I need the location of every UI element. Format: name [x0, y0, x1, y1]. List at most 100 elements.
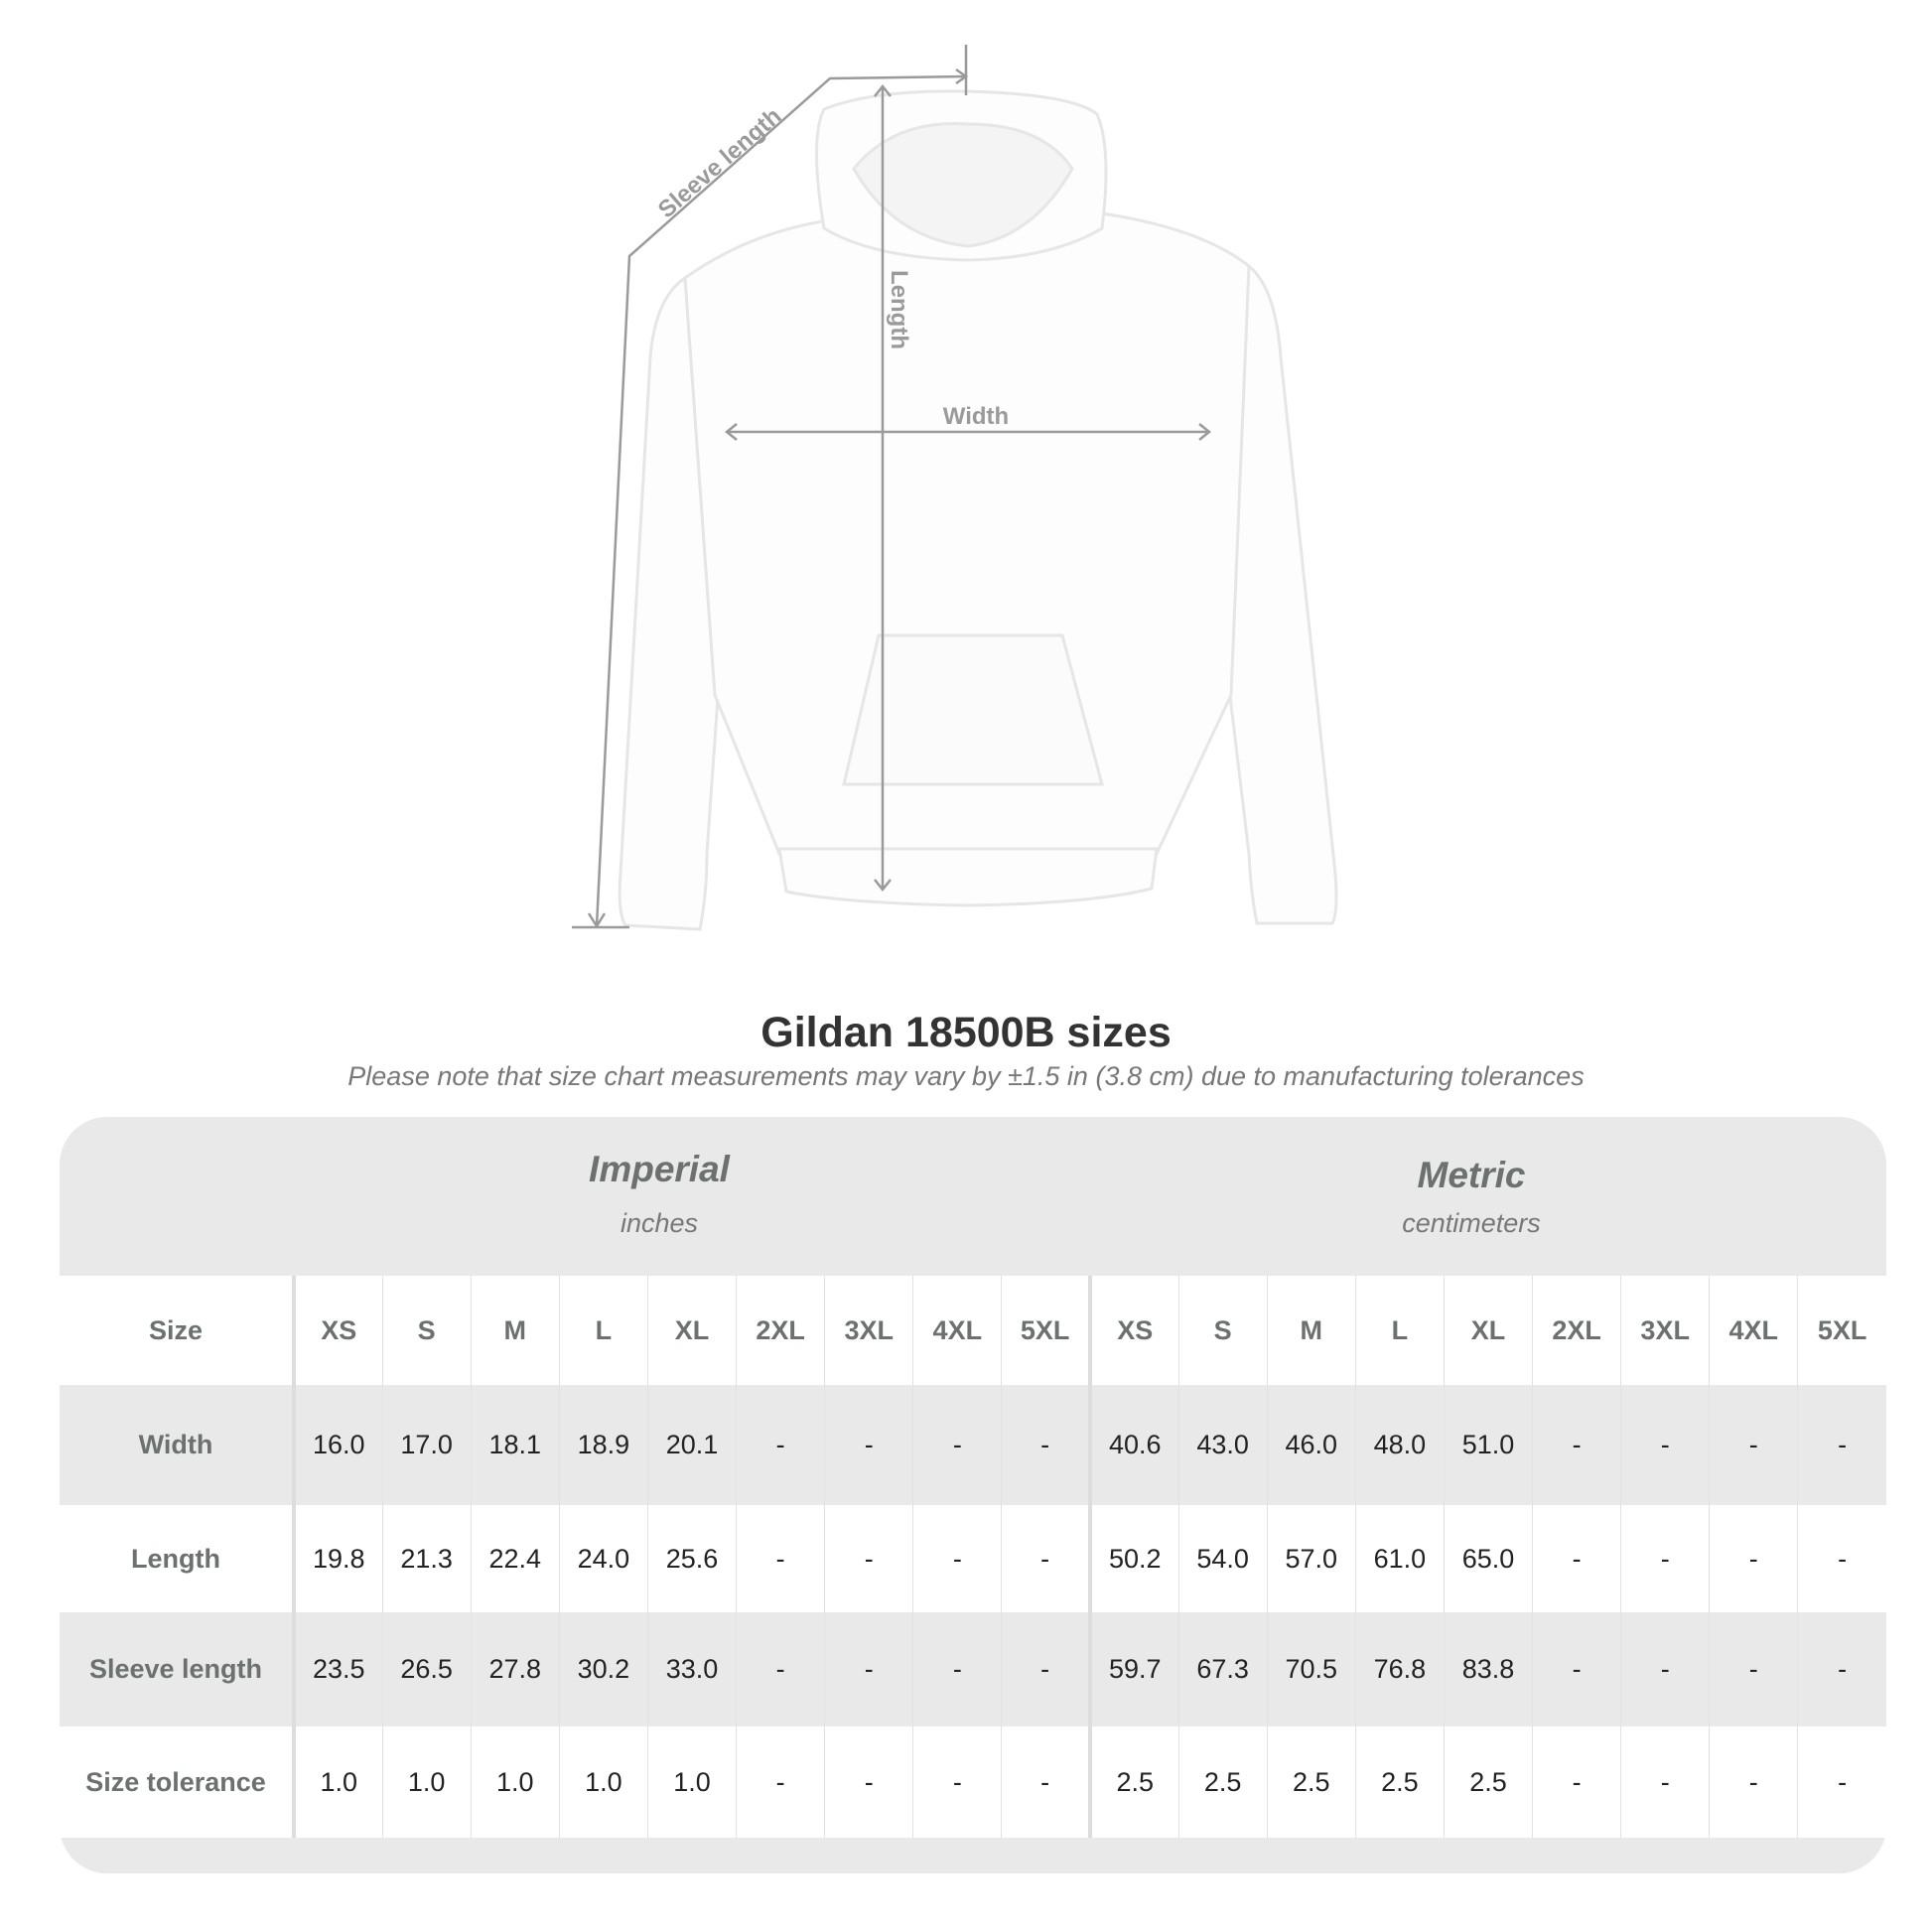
imperial-value: - — [736, 1726, 825, 1838]
metric-value: - — [1620, 1726, 1710, 1838]
size-header: 2XL — [1532, 1276, 1621, 1385]
metric-value: 2.5 — [1443, 1726, 1533, 1838]
imperial-value: 18.1 — [470, 1385, 560, 1505]
row-label: Size tolerance — [60, 1726, 296, 1838]
metric-value: - — [1709, 1505, 1798, 1612]
metric-value: - — [1797, 1612, 1886, 1726]
metric-value: - — [1709, 1612, 1798, 1726]
imperial-value: - — [1001, 1505, 1090, 1612]
table-row: Size tolerance 1.0 1.0 1.0 1.0 1.0- - - -2.5 2.5 2… — [60, 1726, 1886, 1838]
size-table: Size XS S M L XL 2XL 3XL 4XL 5XL XS S M L XL 2XL 3XL 4XL 5… — [60, 1276, 1886, 1838]
metric-unit: centimeters — [1402, 1208, 1541, 1238]
metric-title: Metric — [1417, 1155, 1526, 1195]
imperial-value: 24.0 — [558, 1505, 648, 1612]
metric-value: 2.5 — [1087, 1726, 1179, 1838]
size-header: 5XL — [1797, 1276, 1886, 1385]
imperial-value: - — [824, 1385, 913, 1505]
imperial-value: 30.2 — [558, 1612, 648, 1726]
size-header: L — [1354, 1276, 1445, 1385]
metric-value: - — [1620, 1385, 1710, 1505]
metric-value: 57.0 — [1266, 1505, 1356, 1612]
imperial-value: 17.0 — [381, 1385, 472, 1505]
imperial-value: 16.0 — [293, 1385, 383, 1505]
metric-value: 61.0 — [1354, 1505, 1445, 1612]
chart-title: Gildan 18500B sizes — [760, 1009, 1172, 1056]
hoodie-measurement-diagram: Sleeve length Length Width — [572, 45, 1338, 931]
imperial-value: 19.8 — [293, 1505, 383, 1612]
metric-value: - — [1532, 1505, 1621, 1612]
size-header: 5XL — [1001, 1276, 1090, 1385]
imperial-value: - — [824, 1612, 913, 1726]
measurement-lines — [572, 45, 1212, 929]
imperial-value: 1.0 — [293, 1726, 383, 1838]
size-table-card: Imperial inches Metric centimeters Size X… — [60, 1117, 1886, 1873]
metric-header: Metric centimeters — [1173, 1155, 1769, 1239]
metric-value: 46.0 — [1266, 1385, 1356, 1505]
metric-value: - — [1797, 1726, 1886, 1838]
size-header: XS — [1087, 1276, 1179, 1385]
size-header: 4XL — [912, 1276, 1002, 1385]
imperial-value: - — [736, 1612, 825, 1726]
imperial-value: - — [824, 1505, 913, 1612]
sleeve-length-line — [595, 74, 967, 927]
metric-value: - — [1532, 1726, 1621, 1838]
row-label: Size — [60, 1276, 296, 1385]
size-header: XS — [293, 1276, 383, 1385]
metric-value: 50.2 — [1087, 1505, 1179, 1612]
metric-value: 2.5 — [1266, 1726, 1356, 1838]
metric-value: 40.6 — [1087, 1385, 1179, 1505]
imperial-value: 1.0 — [470, 1726, 560, 1838]
metric-value: 51.0 — [1443, 1385, 1533, 1505]
imperial-value: 22.4 — [470, 1505, 560, 1612]
imperial-value: - — [912, 1612, 1002, 1726]
imperial-value: 18.9 — [558, 1385, 648, 1505]
table-row: Sleeve length 23.5 26.5 27.8 30.2 33.0- - - -59.… — [60, 1612, 1886, 1726]
body — [683, 211, 1251, 856]
size-header: 4XL — [1709, 1276, 1798, 1385]
metric-value: - — [1532, 1612, 1621, 1726]
metric-value: 2.5 — [1177, 1726, 1268, 1838]
size-header: 3XL — [824, 1276, 913, 1385]
imperial-value: - — [1001, 1726, 1090, 1838]
imperial-value: - — [736, 1385, 825, 1505]
metric-value: 67.3 — [1177, 1612, 1268, 1726]
hood-opening — [852, 122, 1074, 248]
row-label: Width — [60, 1385, 296, 1505]
length-label: Length — [886, 270, 912, 349]
hoodie-illustration — [618, 89, 1338, 931]
imperial-header: Imperial inches — [361, 1149, 957, 1239]
metric-value: 59.7 — [1087, 1612, 1179, 1726]
imperial-value: - — [1001, 1612, 1090, 1726]
metric-value: 54.0 — [1177, 1505, 1268, 1612]
metric-value: 65.0 — [1443, 1505, 1533, 1612]
imperial-value: 33.0 — [646, 1612, 737, 1726]
tolerance-note: Please note that size chart measurements… — [347, 1061, 1585, 1091]
metric-value: - — [1620, 1505, 1710, 1612]
size-header-row: Size XS S M L XL 2XL 3XL 4XL 5XL XS S M L XL 2XL 3XL 4XL 5… — [60, 1276, 1886, 1385]
row-label: Length — [60, 1505, 296, 1612]
size-header: S — [1177, 1276, 1268, 1385]
size-header: XL — [1443, 1276, 1533, 1385]
size-header: XL — [646, 1276, 737, 1385]
imperial-title: Imperial — [589, 1149, 730, 1189]
waistband — [777, 847, 1159, 907]
metric-value: - — [1709, 1726, 1798, 1838]
imperial-value: 25.6 — [646, 1505, 737, 1612]
imperial-value: 20.1 — [646, 1385, 737, 1505]
width-label: Width — [943, 403, 1009, 430]
size-header: S — [381, 1276, 472, 1385]
metric-value: - — [1620, 1612, 1710, 1726]
imperial-value: - — [824, 1726, 913, 1838]
metric-value: 48.0 — [1354, 1385, 1445, 1505]
size-header: 2XL — [736, 1276, 825, 1385]
metric-value: 83.8 — [1443, 1612, 1533, 1726]
table-row: Width 16.0 17.0 18.1 18.9 20.1- - - -40.6 43.0 46.… — [60, 1385, 1886, 1505]
table-row: Length 19.8 21.3 22.4 24.0 25.6- - - -50.2 54.0 57… — [60, 1505, 1886, 1612]
imperial-value: - — [736, 1505, 825, 1612]
imperial-value: - — [912, 1385, 1002, 1505]
metric-value: 2.5 — [1354, 1726, 1445, 1838]
imperial-value: 1.0 — [558, 1726, 648, 1838]
sleeve-length-label: Sleeve length — [653, 102, 786, 223]
metric-value: 76.8 — [1354, 1612, 1445, 1726]
metric-value: 70.5 — [1266, 1612, 1356, 1726]
